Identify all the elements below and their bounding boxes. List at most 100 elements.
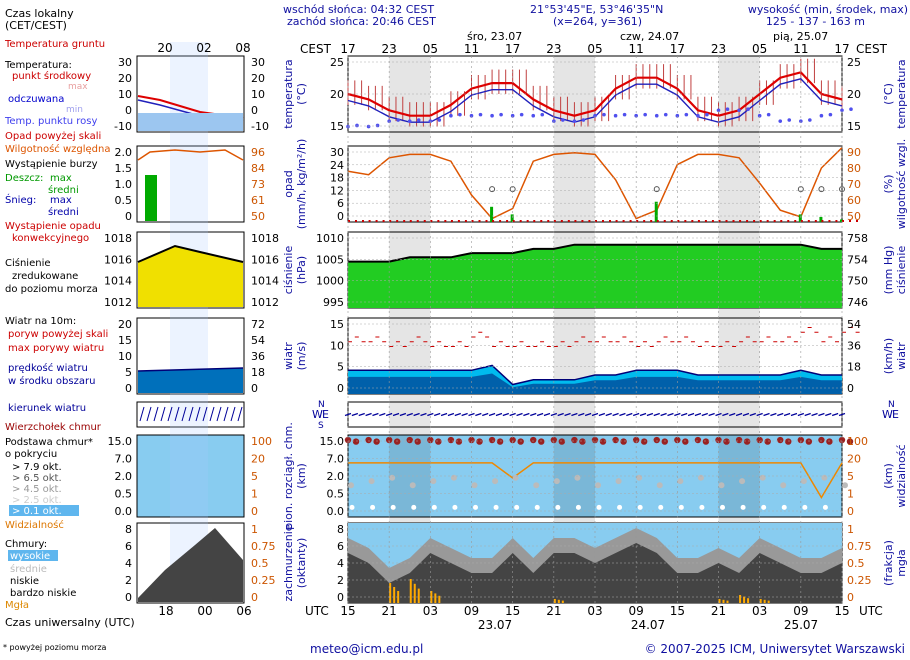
temp-unit-right: (°C) <box>882 83 895 105</box>
dew-point-mark <box>572 119 577 123</box>
utc-label-right: UTC <box>859 604 883 618</box>
cloud-top-mark <box>661 438 668 445</box>
cloud-top-mark <box>509 436 516 444</box>
precip-tick: 30 <box>330 146 344 159</box>
wind-legend-tick-right: 18 <box>251 366 265 379</box>
conv-mark <box>581 220 584 222</box>
bottom-time-tick: 03 <box>587 604 602 618</box>
legend-rain-max: max <box>50 173 72 184</box>
wind-dir-arrow <box>715 412 722 417</box>
bottom-time-tick: 09 <box>464 604 479 618</box>
wind-kmh-tick: 18 <box>847 361 861 374</box>
precip-legend-tick: 0.5 <box>115 194 133 207</box>
wind-dir-arrow <box>427 412 434 417</box>
footer-email[interactable]: meteo@icm.edu.pl <box>310 642 423 656</box>
conv-mark <box>842 220 844 222</box>
conv-mark <box>560 220 563 222</box>
visibility-tick: 100 <box>847 435 868 448</box>
legend-dew: Temp. punktu rosy <box>4 116 97 127</box>
wind-dir-arrow <box>399 412 407 417</box>
cloud-tick: 15.0 <box>320 435 345 448</box>
top-time-tick: 11 <box>464 42 479 56</box>
cloud-base-low-mark <box>761 504 767 510</box>
cloud-legend-tick: 0.0 <box>115 505 133 518</box>
wind-dir-arrow <box>660 412 667 417</box>
conv-mark <box>595 220 597 222</box>
dew-point-mark <box>716 108 721 113</box>
wind-dir-arrow <box>653 412 660 417</box>
wind-dir-arrow <box>468 412 475 417</box>
top-time-tick: 17 <box>505 42 520 56</box>
legend-humidity: Wilgotność względna <box>5 143 110 155</box>
cloud-top-mark <box>694 436 702 444</box>
cover-legend-tick-right: 1 <box>251 523 258 536</box>
storm-mark <box>489 186 496 193</box>
wind-dir-arrow <box>420 412 427 417</box>
wind-dir-arrow <box>612 412 619 417</box>
wind-dir-arrow <box>344 412 352 417</box>
wind-dir-arrow <box>674 412 681 417</box>
wind-dir-arrow <box>509 412 516 417</box>
pressure-legend-tick: 1018 <box>104 232 132 245</box>
visibility-unit: (km) <box>882 463 895 489</box>
cloud-top-mark <box>530 436 537 444</box>
cover-tick: 8 <box>337 523 344 536</box>
top-time-tick: 05 <box>423 42 438 56</box>
wind-tick: 5 <box>337 361 344 374</box>
legend-cloud-base2: o pokryciu <box>5 449 57 460</box>
dew-point-mark <box>407 119 412 123</box>
legend-conv2: konwekcyjnego <box>12 233 89 244</box>
legend-dew-area <box>138 113 243 131</box>
wind-dir-arrow <box>729 412 736 417</box>
legend-soil-temp: Temperatura gruntu <box>4 39 105 50</box>
conv-mark <box>807 220 810 222</box>
wind-dir-arrow <box>790 412 798 417</box>
legend-bottom-tick: 00 <box>197 604 212 618</box>
dew-point-mark <box>581 118 586 122</box>
legend-wind-dir-arrow <box>174 406 180 422</box>
pressure-unit: (hPa) <box>295 256 308 284</box>
conv-mark <box>464 220 467 222</box>
conv-mark <box>375 220 378 222</box>
cloud-top-mark <box>777 436 784 444</box>
cloud-base-low-mark <box>452 504 458 510</box>
fog-tick: 1 <box>847 523 854 536</box>
cloud-base-low-mark <box>720 504 725 510</box>
dew-point-mark <box>478 112 483 117</box>
pressure-mmhg-tick: 750 <box>847 275 868 288</box>
utc-label-left: UTC <box>305 604 329 618</box>
cloud-top-mark <box>538 438 545 445</box>
wind-dir-arrow <box>667 412 674 417</box>
conv-mark <box>382 220 385 222</box>
pressure-mmhg-tick: 746 <box>847 296 868 309</box>
temp-mid-line <box>347 71 843 117</box>
legend-low: niskie <box>10 576 39 587</box>
legend-wind-dir-arrow <box>153 406 159 422</box>
conv-mark <box>485 220 488 222</box>
wind-dir-arrow <box>701 412 708 417</box>
cloud-legend-tick: 2.0 <box>115 470 133 483</box>
legend-wind-dir-arrow <box>167 406 173 422</box>
conv-mark <box>540 220 543 222</box>
wind-legend-tick-right: 0 <box>251 382 258 395</box>
conv-mark <box>753 220 756 222</box>
conv-mark <box>759 220 762 222</box>
cloud-top-mark <box>653 436 660 444</box>
wind-dir-arrow <box>591 412 599 417</box>
legend-wind-dir: kierunek wiatru <box>8 403 86 414</box>
wind-legend-tick: 20 <box>118 318 132 331</box>
bottom-time-tick: 21 <box>382 604 397 618</box>
temp-tick: 25 <box>330 56 344 69</box>
conv-mark <box>732 220 735 222</box>
fog-bar <box>767 600 770 603</box>
top-time-tick: 17 <box>670 42 685 56</box>
fog-bar <box>718 599 721 603</box>
cloud-top-mark <box>447 436 455 444</box>
bottom-time-tick: 09 <box>793 604 808 618</box>
cloud-base-low-mark <box>431 504 437 510</box>
legend-mid: średnie <box>10 563 47 575</box>
wind-kmh-title: wiatr <box>895 342 908 370</box>
cloud-top-mark <box>805 438 813 445</box>
dew-point-mark <box>355 123 359 128</box>
cloud-base-mark <box>492 478 499 485</box>
